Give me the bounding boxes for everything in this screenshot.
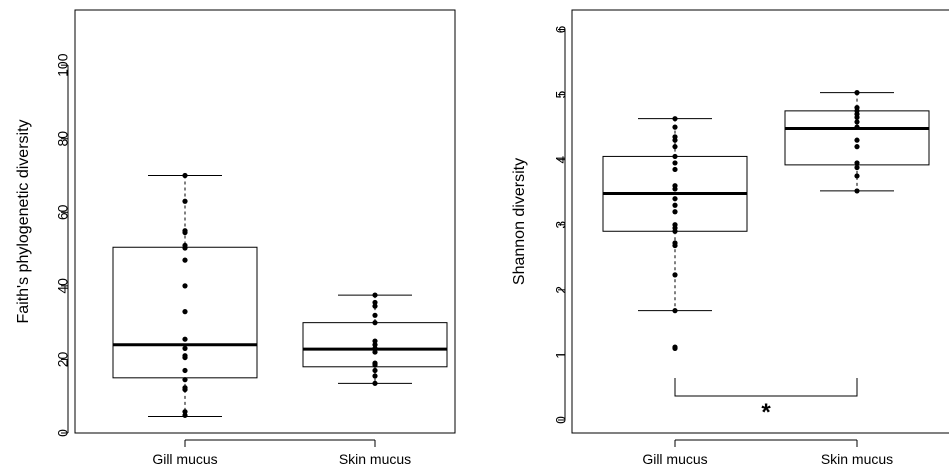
y-tick-label: 2 <box>553 286 569 294</box>
data-point <box>672 222 678 228</box>
data-point <box>672 144 678 150</box>
data-point <box>372 345 378 351</box>
plot-frame <box>74 9 456 434</box>
y-tick-label: 40 <box>55 278 71 294</box>
data-point <box>672 202 678 208</box>
significance-label: * <box>761 399 771 426</box>
box-1 <box>112 172 258 418</box>
data-point <box>182 367 188 374</box>
x-tick-label: Gill mucus <box>642 451 707 467</box>
y-tick-label: 80 <box>55 131 71 147</box>
box-1 <box>602 116 748 351</box>
y-tick-label: 1 <box>553 351 569 359</box>
chart-panel-2: 0 1 2 3 4 5 6 Shannon diversity Gill mucus Skin m… <box>511 9 949 467</box>
data-point <box>182 198 188 204</box>
data-point <box>372 338 378 344</box>
y-tick-label: 60 <box>55 204 71 220</box>
data-point <box>372 299 378 306</box>
data-point <box>372 312 378 318</box>
data-point <box>672 240 678 246</box>
data-point <box>854 137 860 143</box>
data-point <box>854 160 860 166</box>
data-point <box>182 309 188 315</box>
y-tick-label: 20 <box>55 351 71 367</box>
x-tick-label: Skin mucus <box>821 451 893 467</box>
data-point <box>672 183 678 189</box>
data-point <box>182 242 188 249</box>
data-point <box>182 409 188 415</box>
x-tick-label: Skin mucus <box>339 451 411 467</box>
x-tick-label: Gill mucus <box>152 451 217 467</box>
data-point <box>372 360 378 366</box>
y-tick-label: 5 <box>553 90 569 98</box>
data-point <box>372 303 378 309</box>
y-tick-label: 6 <box>553 25 569 33</box>
data-point <box>854 144 860 150</box>
chart-panel-1: 0 20 40 60 80 100 Faith's phylogenetic diversi… <box>15 9 456 467</box>
data-point <box>182 172 188 179</box>
y-axis-label: Shannon diversity <box>511 158 528 285</box>
y-tick-label: 4 <box>553 156 569 164</box>
data-point <box>672 153 678 160</box>
data-point <box>372 373 378 379</box>
data-point <box>672 308 678 314</box>
data-point <box>854 90 860 96</box>
y-axis-label: Faith's phylogenetic diversity <box>15 119 32 323</box>
y-tick-label: 3 <box>553 221 569 229</box>
box-2 <box>784 90 930 194</box>
data-point <box>372 380 378 386</box>
data-point <box>672 272 678 278</box>
data-point <box>854 164 860 171</box>
data-point <box>182 345 188 351</box>
data-point <box>182 336 188 342</box>
data-point <box>372 367 378 374</box>
data-point <box>854 105 860 111</box>
data-point <box>854 119 860 125</box>
box-2 <box>302 292 448 386</box>
data-point <box>372 320 378 326</box>
data-point <box>672 124 678 130</box>
data-point <box>182 353 188 359</box>
significance-bracket <box>674 378 858 397</box>
data-point <box>182 412 188 418</box>
data-point <box>672 160 678 166</box>
data-point <box>372 292 378 298</box>
data-point <box>672 196 678 202</box>
data-point <box>854 188 860 194</box>
data-point <box>672 116 678 122</box>
data-point <box>182 257 188 263</box>
data-point <box>372 342 378 348</box>
y-tick-label: 0 <box>553 416 569 424</box>
data-point <box>672 166 678 173</box>
data-point <box>672 209 678 215</box>
plot-frame <box>571 9 949 434</box>
data-point <box>182 228 188 234</box>
data-point <box>854 173 860 179</box>
y-tick-label: 100 <box>55 53 71 77</box>
data-point <box>182 385 188 391</box>
data-point <box>672 134 678 140</box>
data-point <box>854 124 860 130</box>
data-point <box>372 349 378 355</box>
data-point <box>182 377 188 383</box>
data-point <box>672 344 678 350</box>
y-tick-label: 0 <box>55 429 71 437</box>
data-point <box>182 283 188 289</box>
